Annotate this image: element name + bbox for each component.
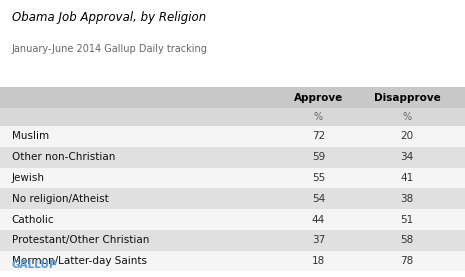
Text: 72: 72 [312, 131, 325, 142]
Text: 20: 20 [400, 131, 413, 142]
Bar [0, 108, 465, 126]
Bar [0, 147, 465, 168]
Bar [0, 230, 465, 251]
Text: 34: 34 [400, 152, 413, 162]
Text: 38: 38 [400, 194, 413, 204]
Text: Catholic: Catholic [12, 214, 54, 225]
Text: GALLUP: GALLUP [12, 260, 57, 270]
Text: 41: 41 [400, 173, 413, 183]
Text: Jewish: Jewish [12, 173, 45, 183]
Bar [0, 168, 465, 188]
Text: 78: 78 [400, 256, 413, 266]
Text: Approve: Approve [294, 93, 343, 103]
Bar [0, 126, 465, 147]
Text: Obama Job Approval, by Religion: Obama Job Approval, by Religion [12, 11, 206, 24]
Text: 37: 37 [312, 235, 325, 245]
Text: 58: 58 [400, 235, 413, 245]
Text: 18: 18 [312, 256, 325, 266]
Text: Protestant/Other Christian: Protestant/Other Christian [12, 235, 149, 245]
Text: Muslim: Muslim [12, 131, 49, 142]
Text: 51: 51 [400, 214, 413, 225]
Text: %: % [402, 112, 412, 122]
Text: 55: 55 [312, 173, 325, 183]
Text: 44: 44 [312, 214, 325, 225]
Bar [0, 87, 465, 108]
Bar [0, 251, 465, 271]
Text: January-June 2014 Gallup Daily tracking: January-June 2014 Gallup Daily tracking [12, 44, 207, 54]
Text: No religion/Atheist: No religion/Atheist [12, 194, 108, 204]
Text: Mormon/Latter-day Saints: Mormon/Latter-day Saints [12, 256, 146, 266]
Bar [0, 209, 465, 230]
Bar [0, 188, 465, 209]
Text: %: % [314, 112, 323, 122]
Text: 54: 54 [312, 194, 325, 204]
Text: 59: 59 [312, 152, 325, 162]
Text: Other non-Christian: Other non-Christian [12, 152, 115, 162]
Text: Disapprove: Disapprove [373, 93, 440, 103]
